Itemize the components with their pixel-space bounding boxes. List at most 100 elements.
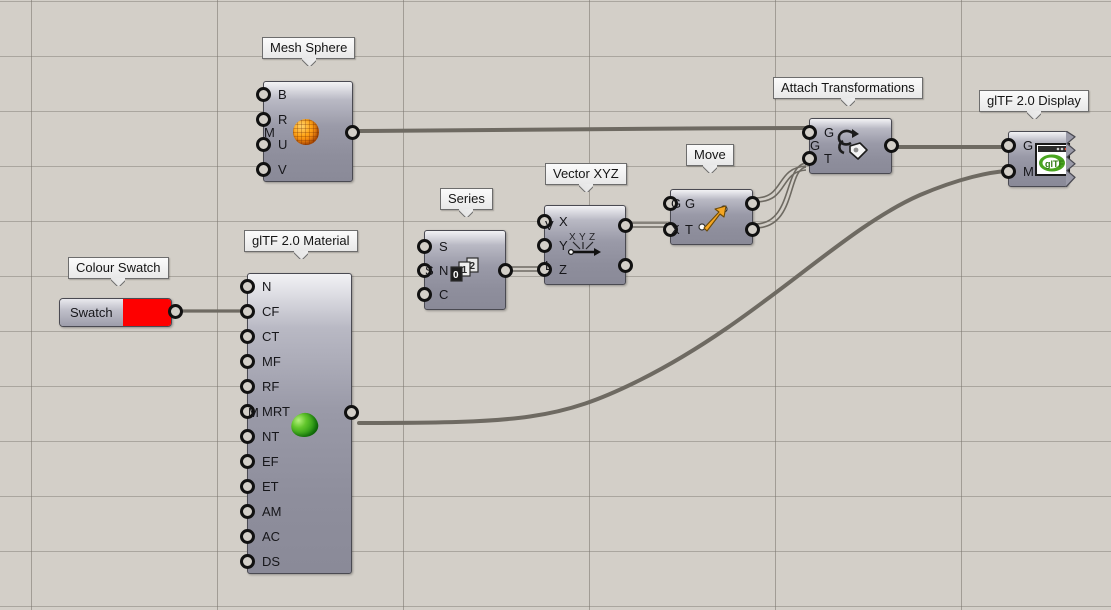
input-row-material-ef: EF	[240, 449, 351, 474]
input-row-material-mf: MF	[240, 349, 351, 374]
input-row-material-ds: DS	[240, 549, 351, 574]
label-mesh-sphere: Mesh Sphere	[262, 37, 356, 59]
output-grip-attach-g[interactable]	[884, 138, 899, 153]
input-grip-material-ac[interactable]	[240, 529, 255, 544]
output-grip-vector-v[interactable]	[618, 218, 633, 233]
label-vector-xyz-text: Vector XYZ	[553, 166, 619, 181]
input-grip-material-mf[interactable]	[240, 354, 255, 369]
input-grip-material-n[interactable]	[240, 279, 255, 294]
input-label-vector-y: Y	[559, 238, 568, 253]
output-grip-move-x[interactable]	[745, 222, 760, 237]
input-row-material-mrt: MRT	[240, 399, 351, 424]
output-label-vector-v: V	[545, 218, 554, 233]
label-gltf-material-text: glTF 2.0 Material	[252, 233, 350, 248]
output-label-material-m: M	[248, 405, 259, 420]
output-label-move-g: G	[671, 196, 682, 211]
output-grip-vector-l[interactable]	[618, 258, 633, 273]
label-colour-swatch: Colour Swatch	[68, 257, 169, 279]
input-grip-series-n[interactable]	[417, 263, 432, 278]
input-label-series-n: N	[439, 263, 449, 278]
input-grip-material-ds[interactable]	[240, 554, 255, 569]
input-grip-material-am[interactable]	[240, 504, 255, 519]
output-label-attach-g: G	[810, 138, 821, 153]
input-grip-series-s[interactable]	[417, 239, 432, 254]
component-attach-transformations[interactable]: G T G	[802, 118, 899, 174]
input-grip-mesh-r[interactable]	[256, 112, 271, 127]
output-grip-mesh-m[interactable]	[345, 125, 360, 140]
input-grip-material-mrt[interactable]	[240, 404, 255, 419]
input-grip-move-t[interactable]	[663, 222, 678, 237]
output-label-series-s: S	[425, 263, 434, 278]
output-grip-material-m[interactable]	[344, 405, 359, 420]
svg-text:Z: Z	[589, 232, 595, 243]
input-grip-move-g[interactable]	[663, 196, 678, 211]
input-grip-material-ct[interactable]	[240, 329, 255, 344]
input-grip-mesh-v[interactable]	[256, 162, 271, 177]
input-label-mesh-u: U	[278, 137, 288, 152]
rotate-tag-icon	[837, 129, 868, 160]
label-attach-transformations-text: Attach Transformations	[781, 80, 915, 95]
input-label-material-et: ET	[262, 479, 279, 494]
input-label-material-ef: EF	[262, 454, 279, 469]
svg-text:X: X	[569, 232, 576, 243]
label-colour-swatch-text: Colour Swatch	[76, 260, 161, 275]
input-label-mesh-r: R	[278, 112, 288, 127]
output-grip-series-s[interactable]	[498, 263, 513, 278]
input-grip-material-nt[interactable]	[240, 429, 255, 444]
input-grip-material-cf[interactable]	[240, 304, 255, 319]
label-pointer	[1027, 111, 1041, 119]
input-label-material-n: N	[262, 279, 272, 294]
wire-move-x-to-attach-t-b	[754, 166, 807, 229]
input-label-material-mf: MF	[262, 354, 281, 369]
label-move: Move	[686, 144, 734, 166]
input-grip-attach-t[interactable]	[802, 151, 817, 166]
label-move-text: Move	[694, 147, 726, 162]
input-grip-display-m[interactable]	[1001, 164, 1016, 179]
component-colour-swatch[interactable]: Swatch	[59, 298, 172, 327]
input-label-move-t: T	[685, 222, 693, 237]
label-series: Series	[440, 188, 493, 210]
input-label-display-g: G	[1023, 138, 1034, 153]
swatch-name-label: Swatch	[60, 299, 123, 326]
input-row-material-et: ET	[240, 474, 351, 499]
component-mesh-sphere[interactable]: B R U V M	[256, 81, 360, 182]
svg-text:glTF: glTF	[1045, 159, 1064, 169]
output-grip-swatch[interactable]	[168, 304, 183, 319]
output-label-mesh-m: M	[264, 125, 275, 140]
label-series-text: Series	[448, 191, 485, 206]
gltf-window-icon: glTF	[1035, 143, 1070, 176]
component-gltf-display[interactable]: G M glTF	[1001, 131, 1076, 187]
label-pointer	[841, 98, 855, 106]
input-grip-mesh-b[interactable]	[256, 87, 271, 102]
input-row-material-ac: AC	[240, 524, 351, 549]
label-pointer	[111, 278, 125, 286]
input-label-material-ac: AC	[262, 529, 281, 544]
orange-sphere-icon	[293, 119, 319, 145]
input-grip-vector-y[interactable]	[537, 238, 552, 253]
component-gltf-material[interactable]: DS AC AM ET EF NT MRT RF MF CT CF N M	[240, 273, 359, 574]
input-row-material-ct: CT	[240, 324, 351, 349]
series-tiles-icon: 2 1 0	[450, 257, 479, 282]
input-grip-vector-x[interactable]	[537, 214, 552, 229]
label-pointer	[294, 251, 308, 259]
input-grip-material-ef[interactable]	[240, 454, 255, 469]
output-grip-move-g[interactable]	[745, 196, 760, 211]
input-grip-mesh-u[interactable]	[256, 137, 271, 152]
input-grip-material-rf[interactable]	[240, 379, 255, 394]
label-attach-transformations: Attach Transformations	[773, 77, 923, 99]
swatch-colour-well[interactable]	[122, 299, 171, 326]
input-grip-material-et[interactable]	[240, 479, 255, 494]
label-gltf-display-text: glTF 2.0 Display	[987, 93, 1081, 108]
input-label-material-cf: CF	[262, 304, 280, 319]
input-grip-display-g[interactable]	[1001, 138, 1016, 153]
component-move[interactable]: G T G X	[663, 189, 760, 245]
input-grip-vector-z[interactable]	[537, 262, 552, 277]
label-gltf-display: glTF 2.0 Display	[979, 90, 1089, 112]
input-row-material-am: AM	[240, 499, 351, 524]
component-series[interactable]: S N C S 2 1 0	[417, 230, 513, 310]
input-grip-attach-g[interactable]	[802, 125, 817, 140]
input-grip-series-c[interactable]	[417, 287, 432, 302]
